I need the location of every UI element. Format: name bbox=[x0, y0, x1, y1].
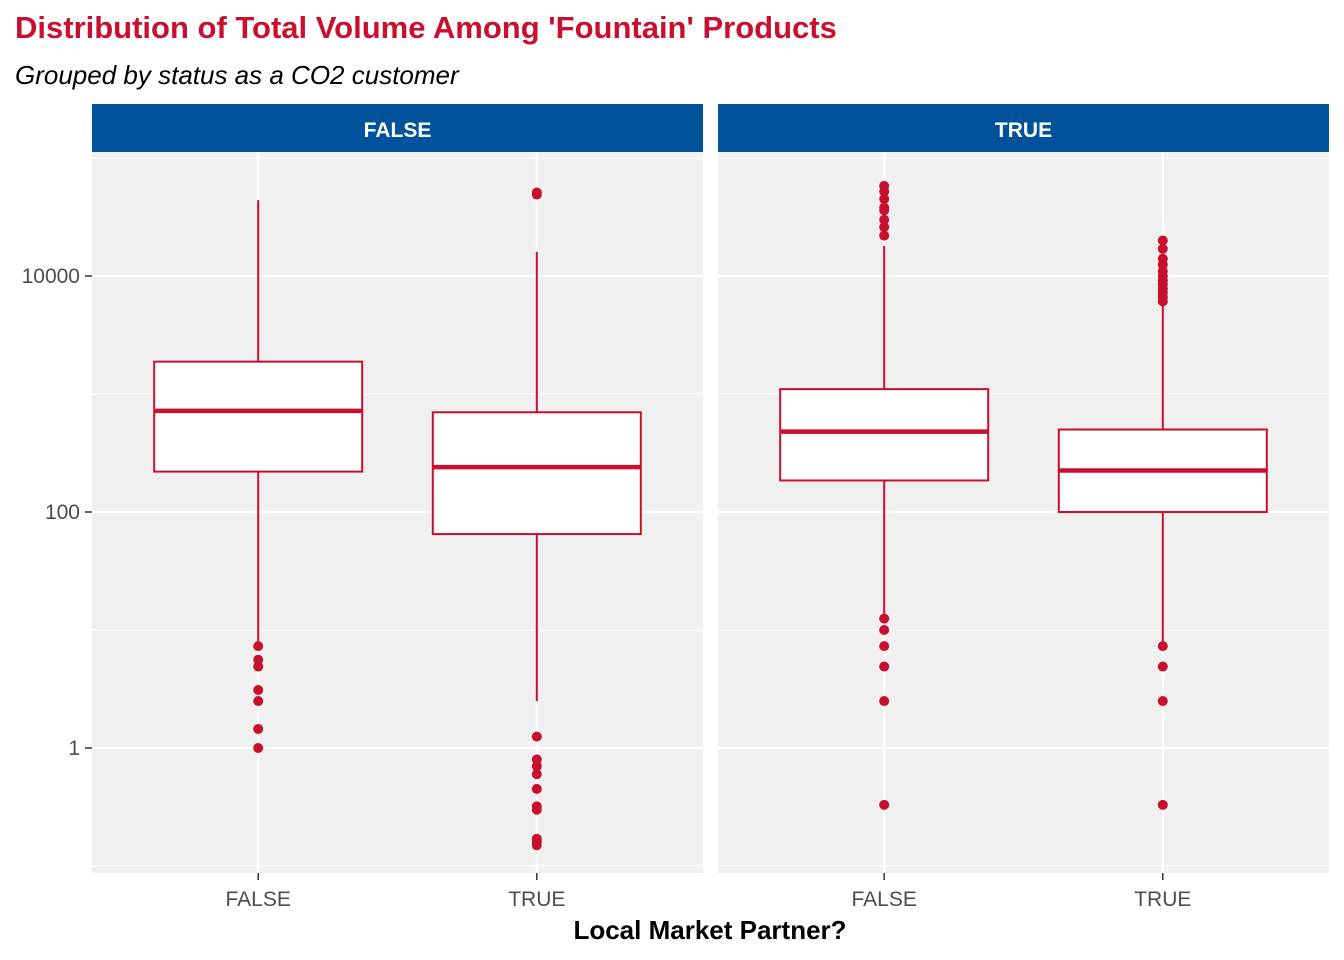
facet-strip bbox=[718, 104, 1329, 152]
outlier-point bbox=[879, 214, 890, 225]
outlier-point bbox=[879, 193, 890, 204]
outlier-point bbox=[1157, 661, 1168, 672]
outlier-point bbox=[531, 761, 542, 772]
outlier-point bbox=[253, 685, 264, 696]
y-tick-label: 100 bbox=[45, 501, 80, 524]
facet-strip-label: FALSE bbox=[364, 119, 432, 142]
facet-strip-label: TRUE bbox=[995, 119, 1052, 142]
outlier-point bbox=[879, 799, 890, 810]
facet-strip bbox=[92, 104, 703, 152]
box-true bbox=[431, 187, 642, 851]
outlier-point bbox=[879, 186, 890, 197]
outlier-point bbox=[253, 696, 264, 707]
y-tick-label: 1 bbox=[68, 737, 80, 760]
outlier-point bbox=[531, 754, 542, 765]
outlier-point bbox=[879, 613, 890, 624]
outlier-point bbox=[531, 804, 542, 815]
x-tick-label: FALSE bbox=[852, 888, 917, 911]
outlier-point bbox=[253, 661, 264, 672]
box-false bbox=[779, 180, 990, 810]
facet-panel-true: TRUE FALSE TRUE bbox=[718, 104, 1329, 911]
x-tick-label: FALSE bbox=[226, 888, 291, 911]
facet-panel-false: FALSE FALSE TRUE bbox=[92, 104, 703, 911]
box-true bbox=[1057, 235, 1268, 810]
outlier-point bbox=[1157, 799, 1168, 810]
outlier-point bbox=[531, 840, 542, 851]
outlier-point bbox=[879, 230, 890, 241]
y-tick-label: 10000 bbox=[22, 265, 80, 288]
outlier-point bbox=[531, 731, 542, 742]
outlier-point bbox=[879, 625, 890, 635]
outlier-point bbox=[253, 641, 264, 652]
outlier-point bbox=[1157, 296, 1168, 307]
x-axis-title: Local Market Partner? bbox=[573, 915, 846, 945]
facet-panels: FALSE FALSE TRUE TRUE FALSE TRUE bbox=[92, 104, 1329, 911]
chart-title: Distribution of Total Volume Among 'Foun… bbox=[15, 10, 837, 45]
outlier-point bbox=[531, 783, 542, 794]
y-axis: 1 100 10000 bbox=[22, 265, 92, 760]
box-iqr bbox=[431, 411, 642, 536]
outlier-point bbox=[1157, 641, 1168, 652]
outlier-point bbox=[253, 743, 264, 753]
box-false bbox=[153, 200, 364, 753]
chart-subtitle: Grouped by status as a CO2 customer bbox=[15, 60, 459, 90]
outlier-point bbox=[1157, 235, 1168, 246]
outlier-point bbox=[1157, 696, 1168, 707]
box-iqr bbox=[779, 388, 990, 482]
outlier-point bbox=[879, 661, 890, 672]
outlier-point bbox=[531, 769, 542, 780]
x-tick-label: TRUE bbox=[1134, 888, 1191, 911]
outlier-point bbox=[253, 654, 264, 665]
box-iqr bbox=[153, 360, 364, 473]
outlier-point bbox=[879, 205, 890, 216]
outlier-point bbox=[253, 723, 264, 734]
outlier-point bbox=[879, 696, 890, 707]
x-tick-label: TRUE bbox=[508, 888, 565, 911]
outlier-point bbox=[879, 641, 890, 652]
outlier-point bbox=[1157, 243, 1168, 254]
outlier-point bbox=[531, 189, 542, 200]
outlier-point bbox=[879, 222, 890, 233]
